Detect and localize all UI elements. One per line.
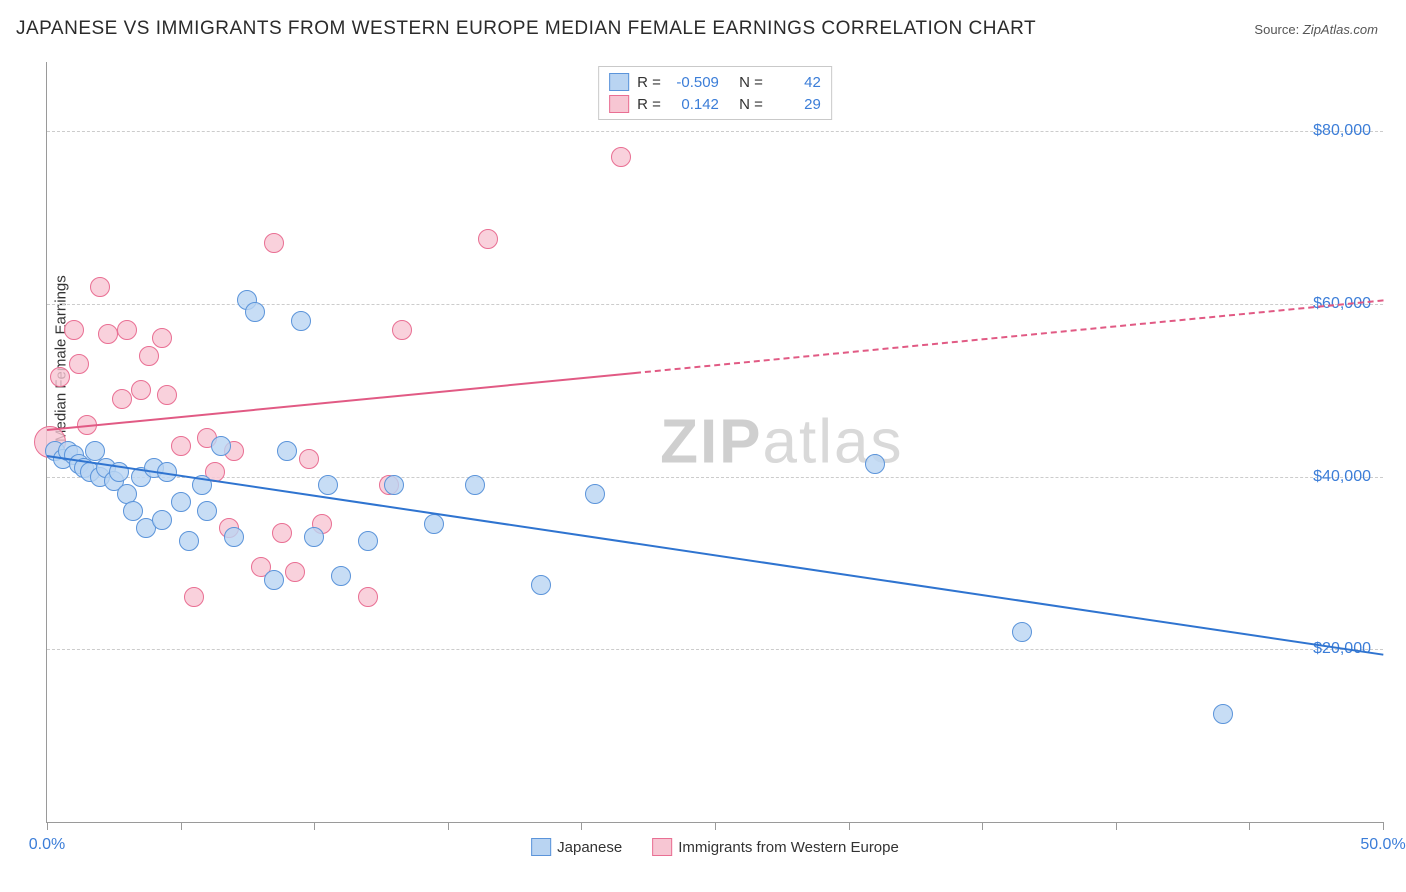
n-value-pink: 29 [771, 96, 821, 113]
x-tick [1116, 822, 1117, 830]
legend-item-pink: Immigrants from Western Europe [652, 838, 899, 856]
x-tick [314, 822, 315, 830]
data-point-pink [90, 277, 110, 297]
data-point-blue [318, 475, 338, 495]
trend-line-pink-dashed [635, 299, 1383, 374]
legend-item-blue: Japanese [531, 838, 622, 856]
trend-line-blue [47, 455, 1383, 656]
stats-legend-box: R = -0.509 N = 42 R = 0.142 N = 29 [598, 66, 832, 120]
data-point-blue [331, 566, 351, 586]
data-point-blue [304, 527, 324, 547]
swatch-pink [652, 838, 672, 856]
source-value: ZipAtlas.com [1303, 22, 1378, 37]
data-point-blue [245, 302, 265, 322]
data-point-pink [117, 320, 137, 340]
x-tick [849, 822, 850, 830]
x-tick [1249, 822, 1250, 830]
data-point-blue [465, 475, 485, 495]
data-point-blue [123, 501, 143, 521]
stats-row-pink: R = 0.142 N = 29 [609, 93, 821, 115]
x-tick-label: 0.0% [29, 836, 65, 854]
data-point-pink [358, 587, 378, 607]
data-point-pink [264, 233, 284, 253]
n-label: N = [739, 74, 763, 91]
swatch-pink [609, 95, 629, 113]
n-label: N = [739, 96, 763, 113]
gridline [47, 649, 1383, 650]
chart-title: JAPANESE VS IMMIGRANTS FROM WESTERN EURO… [16, 18, 1036, 40]
legend-label-pink: Immigrants from Western Europe [678, 839, 899, 856]
data-point-blue [211, 436, 231, 456]
data-point-blue [358, 531, 378, 551]
swatch-blue [609, 73, 629, 91]
data-point-pink [64, 320, 84, 340]
data-point-blue [1213, 704, 1233, 724]
data-point-pink [285, 562, 305, 582]
data-point-pink [478, 229, 498, 249]
legend-label-blue: Japanese [557, 839, 622, 856]
data-point-blue [152, 510, 172, 530]
r-value-blue: -0.509 [669, 74, 719, 91]
x-tick-label: 50.0% [1360, 836, 1405, 854]
data-point-pink [299, 449, 319, 469]
data-point-pink [157, 385, 177, 405]
data-point-blue [384, 475, 404, 495]
swatch-blue [531, 838, 551, 856]
data-point-blue [865, 454, 885, 474]
source-attribution: Source: ZipAtlas.com [1254, 22, 1378, 37]
scatter-plot: Median Female Earnings ZIPatlas R = -0.5… [46, 62, 1383, 823]
data-point-pink [131, 380, 151, 400]
data-point-blue [1012, 622, 1032, 642]
data-point-pink [171, 436, 191, 456]
data-point-blue [224, 527, 244, 547]
r-label: R = [637, 74, 661, 91]
data-point-blue [277, 441, 297, 461]
data-point-blue [424, 514, 444, 534]
data-point-blue [171, 492, 191, 512]
y-tick-label: $80,000 [1313, 122, 1371, 140]
source-label: Source: [1254, 22, 1299, 37]
data-point-blue [264, 570, 284, 590]
data-point-pink [139, 346, 159, 366]
data-point-pink [392, 320, 412, 340]
data-point-blue [531, 575, 551, 595]
data-point-pink [184, 587, 204, 607]
gridline [47, 131, 1383, 132]
n-value-blue: 42 [771, 74, 821, 91]
data-point-pink [272, 523, 292, 543]
x-tick [982, 822, 983, 830]
x-tick [581, 822, 582, 830]
y-axis-label: Median Female Earnings [53, 275, 70, 442]
x-tick [1383, 822, 1384, 830]
r-label: R = [637, 96, 661, 113]
data-point-pink [98, 324, 118, 344]
data-point-pink [152, 328, 172, 348]
data-point-blue [197, 501, 217, 521]
x-tick [715, 822, 716, 830]
y-tick-label: $40,000 [1313, 468, 1371, 486]
x-tick [47, 822, 48, 830]
x-tick [448, 822, 449, 830]
data-point-blue [291, 311, 311, 331]
x-tick [181, 822, 182, 830]
data-point-blue [585, 484, 605, 504]
gridline [47, 477, 1383, 478]
data-point-pink [112, 389, 132, 409]
data-point-pink [50, 367, 70, 387]
data-point-pink [69, 354, 89, 374]
r-value-pink: 0.142 [669, 96, 719, 113]
data-point-blue [179, 531, 199, 551]
data-point-pink [611, 147, 631, 167]
stats-row-blue: R = -0.509 N = 42 [609, 71, 821, 93]
legend-bottom: Japanese Immigrants from Western Europe [531, 838, 899, 856]
